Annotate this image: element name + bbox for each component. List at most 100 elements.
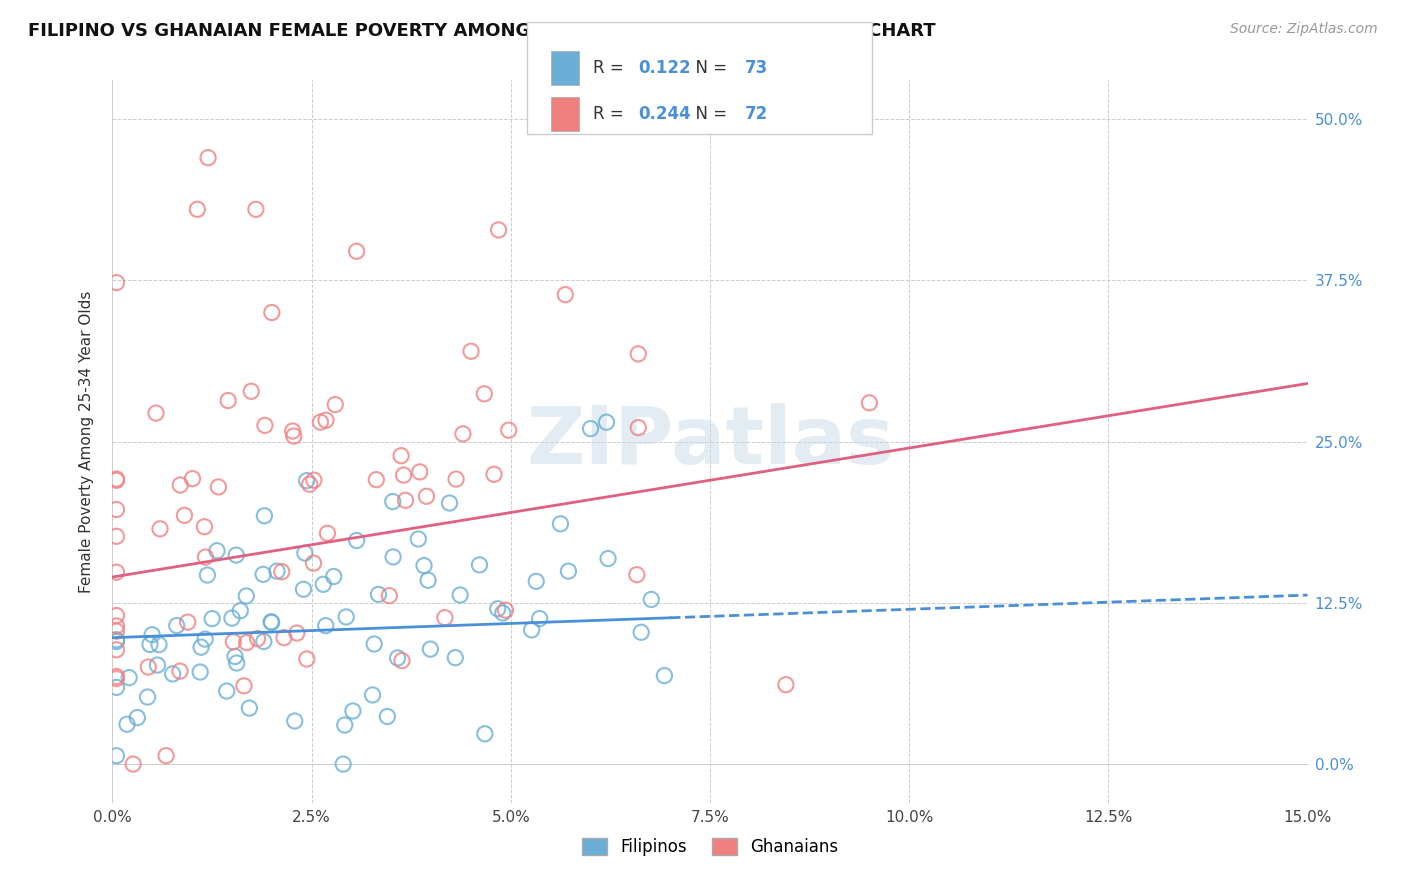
Point [550,516,572,531]
Point [285,626,308,640]
Point [492,606,515,620]
Point [197,568,219,582]
Point [145,406,167,420]
Point [524,574,547,589]
Point [205,543,228,558]
Point [193,520,215,534]
Point [105,669,128,683]
Point [630,625,652,640]
Text: R =: R = [593,105,630,123]
Point [283,429,305,443]
Point [316,526,339,541]
Point [444,472,467,486]
Point [416,573,439,587]
Point [295,652,318,666]
Point [253,508,276,523]
Point [105,672,128,686]
Point [266,564,288,578]
Point [391,654,413,668]
Point [273,631,295,645]
Text: FILIPINO VS GHANAIAN FEMALE POVERTY AMONG 25-34 YEAR OLDS CORRELATION CHART: FILIPINO VS GHANAIAN FEMALE POVERTY AMON… [28,22,936,40]
Point [284,714,307,728]
Point [238,701,260,715]
Point [235,589,257,603]
Point [468,558,491,572]
Text: ZIPatlas: ZIPatlas [526,402,894,481]
Point [105,473,128,487]
Point [105,565,128,579]
Point [201,612,224,626]
Point [444,650,467,665]
Point [127,710,149,724]
Point [233,679,256,693]
Point [460,344,482,359]
Point [105,472,128,486]
Point [148,638,170,652]
Point [451,426,474,441]
Point [342,704,364,718]
Text: 73: 73 [745,59,769,77]
Point [302,473,325,487]
Point [105,634,128,648]
Point [115,717,138,731]
Point [146,658,169,673]
Point [105,681,128,695]
Point [188,665,211,679]
Text: N =: N = [685,59,733,77]
Point [246,632,269,646]
Y-axis label: Female Poverty Among 25-34 Year Olds: Female Poverty Among 25-34 Year Olds [79,291,94,592]
Point [105,529,128,543]
Point [333,718,356,732]
Point [323,398,346,412]
Text: R =: R = [593,59,630,77]
Point [482,467,505,482]
Point [222,635,245,649]
Point [225,656,247,670]
Text: 0.122: 0.122 [638,59,690,77]
Point [433,610,456,624]
Point [105,619,128,633]
Point [136,690,159,704]
Point [389,449,412,463]
Point [449,588,471,602]
Point [335,610,357,624]
Point [363,637,385,651]
Point [105,608,128,623]
Point [554,287,576,301]
Point [292,582,315,597]
Point [194,550,217,565]
Point [166,618,188,632]
Point [378,589,401,603]
Point [419,642,441,657]
Point [361,688,384,702]
Point [190,640,212,655]
Point [557,564,579,578]
Point [520,623,543,637]
Point [194,632,217,646]
Point [381,494,404,508]
Point [627,347,650,361]
Point [141,628,163,642]
Point [346,244,368,259]
Point [162,667,184,681]
Point [498,423,520,437]
Point [377,709,399,723]
Point [229,604,252,618]
Point [409,465,432,479]
Point [177,615,200,629]
Point [215,684,238,698]
Point [221,611,243,625]
Point [529,611,551,625]
Point [579,422,602,436]
Point [245,202,267,217]
Point [640,592,662,607]
Point [474,727,496,741]
Text: N =: N = [685,105,733,123]
Point [595,415,617,429]
Point [155,748,177,763]
Point [149,522,172,536]
Point [181,472,204,486]
Point [315,618,337,632]
Point [224,649,246,664]
Point [472,386,495,401]
